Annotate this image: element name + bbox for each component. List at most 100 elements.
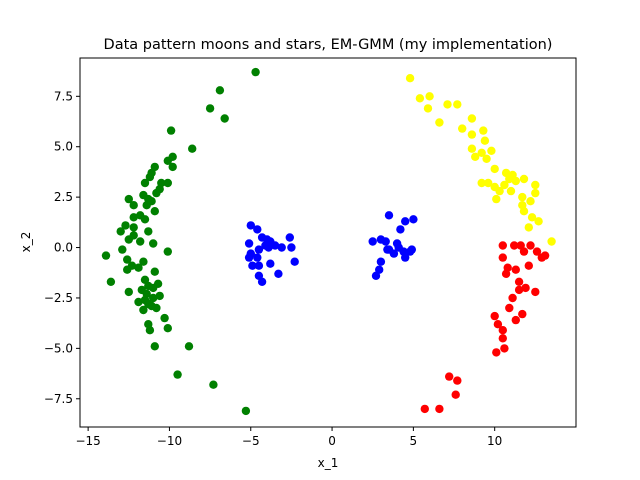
data-point — [149, 239, 158, 248]
data-point — [163, 178, 172, 188]
data-point — [498, 241, 507, 250]
data-point — [477, 148, 486, 157]
y-tick-label: 0.0 — [54, 241, 73, 255]
data-point — [425, 92, 434, 101]
data-point — [116, 227, 125, 236]
data-point — [254, 245, 264, 254]
x-tick-label: −5 — [242, 434, 260, 448]
y-tick-label: −5.0 — [44, 341, 73, 355]
data-point — [285, 233, 294, 242]
data-point — [118, 245, 127, 254]
data-point — [506, 186, 516, 196]
data-point — [435, 118, 444, 127]
data-point — [500, 344, 509, 353]
data-point — [532, 247, 542, 256]
data-point — [519, 174, 529, 184]
data-point — [451, 390, 460, 399]
data-point — [511, 265, 520, 274]
data-point — [152, 188, 161, 198]
x-tick-label: 10 — [487, 434, 502, 448]
data-point — [531, 188, 540, 198]
data-point — [139, 257, 148, 266]
data-point — [123, 255, 132, 264]
data-point — [453, 376, 462, 385]
data-point — [123, 265, 132, 274]
data-point — [163, 156, 172, 165]
data-point — [246, 221, 255, 230]
data-point — [490, 311, 499, 321]
data-point — [145, 326, 155, 335]
data-point — [498, 334, 507, 343]
data-point — [547, 237, 556, 246]
data-point — [215, 86, 225, 95]
data-point — [101, 251, 111, 260]
data-point — [241, 406, 251, 416]
data-point — [149, 293, 158, 303]
data-point — [384, 211, 394, 220]
y-tick-label: −2.5 — [44, 291, 73, 305]
data-point — [274, 269, 283, 278]
data-point — [396, 225, 405, 234]
data-point — [129, 213, 138, 222]
x-tick-label: 5 — [410, 434, 418, 448]
data-point — [531, 287, 540, 297]
data-point — [407, 245, 416, 254]
data-point — [129, 223, 138, 232]
data-point — [519, 207, 529, 216]
data-point — [220, 114, 229, 123]
data-point — [484, 178, 493, 188]
data-point — [160, 313, 169, 323]
data-point — [253, 225, 262, 234]
y-tick-label: 5.0 — [54, 140, 73, 154]
y-axis: −7.5 −5.0 −2.5 0.0 2.5 5.0 7.5 — [44, 89, 80, 406]
data-point — [514, 285, 524, 295]
data-point — [490, 164, 499, 174]
data-point — [106, 277, 116, 286]
data-point — [492, 348, 501, 357]
data-point — [467, 130, 477, 139]
data-point — [445, 372, 454, 381]
data-point — [254, 261, 264, 270]
data-point — [501, 269, 511, 278]
data-point — [471, 152, 480, 161]
data-point — [371, 271, 381, 280]
data-point — [124, 194, 133, 204]
data-point — [368, 237, 377, 246]
data-point — [487, 146, 496, 155]
data-point — [511, 315, 520, 325]
data-point — [537, 253, 546, 262]
data-point — [124, 235, 133, 244]
data-point — [155, 291, 164, 301]
x-tick-label: −15 — [75, 434, 100, 448]
data-point — [173, 370, 182, 379]
data-point — [495, 186, 504, 196]
data-point — [266, 259, 275, 268]
data-point — [526, 241, 535, 250]
data-point — [270, 241, 280, 250]
data-point — [518, 309, 527, 319]
data-point — [493, 320, 503, 329]
y-tick-label: −7.5 — [44, 392, 73, 406]
y-axis-label: x_2 — [19, 232, 33, 253]
data-point — [244, 253, 254, 262]
data-point — [145, 172, 155, 182]
data-point — [150, 342, 159, 351]
data-point — [480, 136, 490, 145]
data-point — [498, 326, 507, 335]
data-point — [477, 178, 486, 188]
data-point — [458, 124, 467, 133]
data-point — [467, 114, 477, 123]
data-point — [277, 243, 286, 252]
points-layer — [101, 67, 556, 416]
data-point — [253, 253, 262, 262]
data-point — [415, 94, 425, 103]
data-point — [479, 126, 488, 135]
data-point — [531, 180, 540, 190]
data-point — [534, 217, 543, 226]
data-point — [144, 227, 153, 236]
data-point — [149, 283, 158, 293]
data-point — [508, 293, 517, 303]
data-point — [140, 178, 150, 188]
data-point — [188, 144, 197, 153]
